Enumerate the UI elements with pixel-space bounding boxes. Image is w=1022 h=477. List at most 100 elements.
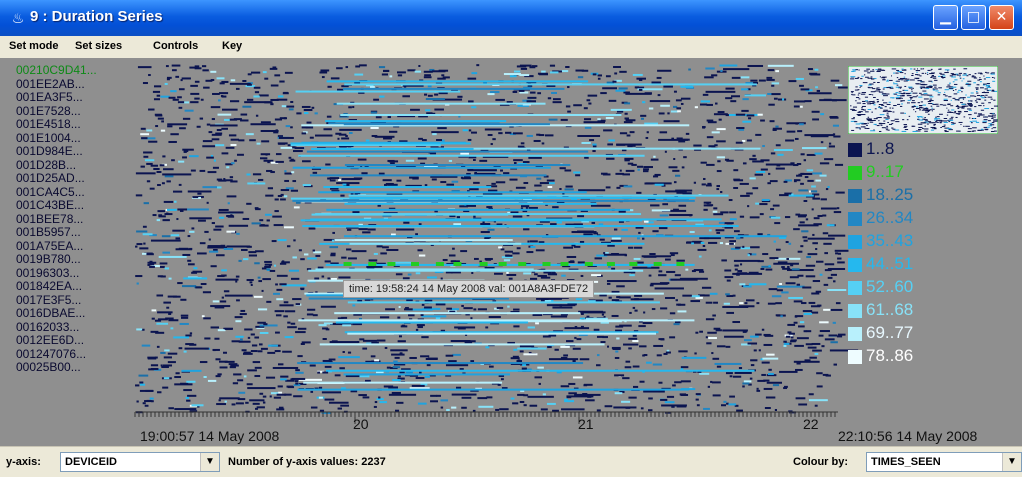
event-mark: [261, 140, 270, 143]
event-mark: [441, 139, 445, 142]
event-mark: [971, 122, 973, 124]
event-mark: [713, 327, 721, 330]
event-mark: [278, 406, 284, 409]
menu-set-mode[interactable]: Set mode: [9, 40, 59, 52]
event-mark: [643, 311, 646, 314]
duration-series-plot[interactable]: 00210C9D41... 001EE2AB... 001EA3F5... 001E7…: [0, 58, 1022, 446]
event-mark: [342, 183, 347, 186]
event-mark: [596, 364, 601, 367]
colour-by-select[interactable]: TIMES_SEEN ▼: [866, 452, 1022, 472]
event-mark: [873, 78, 877, 80]
event-mark: [703, 294, 710, 297]
event-mark: [704, 237, 721, 240]
event-mark: [347, 351, 352, 354]
event-mark: [837, 261, 845, 264]
title-bar[interactable]: ♨ 9 : Duration Series ▁ □ ✕: [0, 0, 1022, 36]
event-mark: [606, 262, 615, 266]
overview-minimap[interactable]: [848, 66, 998, 134]
event-mark: [197, 405, 200, 408]
event-mark: [309, 136, 314, 139]
event-mark: [395, 409, 400, 412]
event-mark: [639, 345, 647, 348]
event-mark: [282, 92, 289, 95]
event-mark: [166, 180, 171, 183]
event-mark: [731, 76, 741, 79]
maximize-button[interactable]: □: [961, 5, 986, 30]
event-mark: [898, 86, 902, 88]
event-mark: [523, 394, 529, 397]
event-mark: [330, 254, 336, 257]
event-mark: [427, 85, 432, 88]
event-mark: [956, 91, 960, 93]
event-mark: [991, 118, 994, 120]
event-mark: [485, 346, 490, 349]
menu-controls[interactable]: Controls: [153, 40, 199, 52]
event-mark: [143, 151, 153, 154]
event-mark: [893, 82, 895, 84]
event-mark: [456, 216, 461, 219]
event-mark: [630, 271, 636, 274]
event-mark: [896, 80, 900, 82]
event-mark: [833, 135, 841, 138]
event-mark: [930, 105, 933, 107]
event-mark: [974, 106, 977, 108]
y-axis-select[interactable]: DEVICEID ▼: [60, 452, 220, 472]
event-mark: [872, 94, 874, 96]
menu-key[interactable]: Key: [222, 40, 243, 52]
chevron-down-icon[interactable]: ▼: [1002, 453, 1021, 471]
event-mark: [159, 262, 168, 265]
event-mark: [234, 316, 243, 319]
minimize-button[interactable]: ▁: [933, 5, 958, 30]
event-mark: [517, 162, 527, 165]
event-mark: [498, 374, 505, 377]
event-mark: [219, 360, 228, 363]
event-mark: [246, 279, 254, 282]
event-mark: [944, 91, 946, 93]
event-mark: [219, 366, 228, 369]
event-mark: [993, 119, 998, 121]
y-axis-label-item: 001842EA...: [16, 279, 83, 293]
event-mark: [689, 231, 695, 234]
event-mark: [879, 76, 881, 78]
event-mark: [267, 187, 274, 190]
event-mark: [484, 128, 502, 131]
event-mark: [778, 236, 786, 239]
event-mark: [265, 213, 272, 216]
event-mark: [614, 356, 620, 359]
event-mark: [517, 393, 525, 396]
event-mark: [424, 93, 428, 96]
event-mark: [429, 374, 436, 377]
event-mark: [290, 322, 296, 325]
event-mark: [775, 248, 781, 251]
event-mark: [162, 155, 166, 158]
menu-set-sizes[interactable]: Set sizes: [75, 40, 123, 52]
event-mark: [276, 288, 283, 291]
event-mark: [545, 234, 549, 237]
event-mark: [566, 340, 574, 343]
event-mark: [858, 111, 863, 113]
event-mark: [150, 164, 158, 167]
event-mark: [911, 73, 914, 75]
event-mark: [534, 376, 543, 379]
event-mark: [358, 223, 363, 226]
event-mark: [715, 229, 725, 232]
event-mark: [736, 127, 745, 130]
event-mark: [246, 98, 254, 101]
close-button[interactable]: ✕: [989, 5, 1014, 30]
event-mark: [632, 306, 636, 309]
event-mark: [736, 273, 740, 276]
event-mark: [981, 97, 985, 99]
event-mark: [882, 93, 887, 95]
event-mark: [153, 85, 162, 88]
event-mark: [339, 128, 362, 131]
event-mark: [726, 402, 729, 405]
event-mark: [442, 76, 450, 79]
chevron-down-icon[interactable]: ▼: [200, 453, 219, 471]
event-mark: [396, 179, 402, 182]
event-mark: [767, 64, 794, 67]
event-mark: [564, 188, 574, 191]
event-mark: [221, 152, 229, 155]
event-mark: [644, 92, 652, 95]
event-mark: [157, 275, 163, 278]
